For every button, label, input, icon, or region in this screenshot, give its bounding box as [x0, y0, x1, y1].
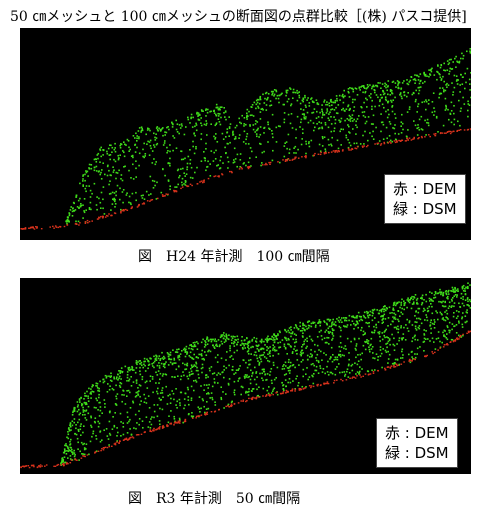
legend-h24: 赤 : DEM 緑 : DSM — [384, 174, 466, 224]
dsm-points — [65, 48, 471, 225]
caption-r3: 図 R3 年計測 50 ㎝間隔 — [128, 491, 301, 507]
dem-points — [20, 128, 471, 230]
cross-section-panel-r3: 赤 : DEM 緑 : DSM — [20, 278, 471, 474]
legend-r3: 赤 : DEM 緑 : DSM — [376, 418, 458, 468]
legend-dem-label: 赤 : DEM — [385, 424, 449, 442]
legend-dsm-label: 緑 : DSM — [393, 200, 457, 218]
point-cloud-r3 — [20, 282, 471, 469]
page-title: 50 ㎝メッシュと 100 ㎝メッシュの断面図の点群比較［(株) パスコ提供] — [10, 9, 467, 25]
cross-section-panel-h24: 赤 : DEM 緑 : DSM — [20, 28, 471, 240]
dem-points — [20, 330, 471, 469]
point-cloud-h24 — [20, 48, 471, 230]
legend-dem-label: 赤 : DEM — [393, 180, 457, 198]
caption-h24: 図 H24 年計測 100 ㎝間隔 — [138, 249, 330, 265]
dsm-points — [60, 282, 471, 466]
legend-dsm-label: 緑 : DSM — [385, 444, 449, 462]
